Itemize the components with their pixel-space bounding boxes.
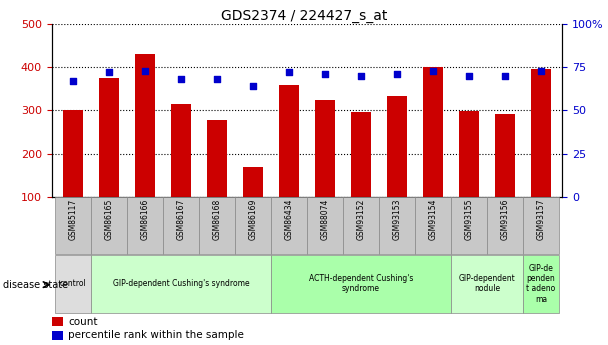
Bar [495, 114, 515, 197]
Bar [55, 197, 91, 254]
Bar [52, 317, 63, 326]
Text: GSM86169: GSM86169 [249, 198, 258, 240]
Bar [459, 111, 478, 197]
Bar [379, 197, 415, 254]
Bar [271, 197, 307, 254]
Point [320, 71, 330, 77]
Text: GSM86165: GSM86165 [105, 198, 114, 240]
Bar [523, 197, 559, 254]
Point [356, 73, 366, 79]
Bar [451, 255, 523, 313]
Bar [243, 167, 263, 197]
Text: GSM86166: GSM86166 [140, 198, 150, 240]
Text: GSM93157: GSM93157 [536, 198, 545, 240]
Point [248, 83, 258, 89]
Bar [207, 120, 227, 197]
Bar [235, 197, 271, 254]
Bar [315, 100, 335, 197]
Bar [171, 104, 191, 197]
Bar [55, 255, 91, 313]
Text: GSM93153: GSM93153 [392, 198, 401, 240]
Bar [423, 67, 443, 197]
Text: disease state: disease state [3, 280, 68, 289]
Point [536, 68, 546, 73]
Bar [307, 197, 343, 254]
Bar [91, 197, 127, 254]
Bar [199, 197, 235, 254]
Bar [387, 96, 407, 197]
Text: GSM88074: GSM88074 [320, 198, 330, 240]
Point [176, 77, 186, 82]
Bar [63, 110, 83, 197]
Point [105, 70, 114, 75]
Text: GDS2374 / 224427_s_at: GDS2374 / 224427_s_at [221, 9, 387, 23]
Text: ACTH-dependent Cushing's
syndrome: ACTH-dependent Cushing's syndrome [309, 274, 413, 294]
Bar [271, 255, 451, 313]
Bar [487, 197, 523, 254]
Bar [523, 255, 559, 313]
Bar [136, 55, 155, 197]
Bar [343, 197, 379, 254]
Text: count: count [68, 317, 97, 327]
Text: GSM93155: GSM93155 [465, 198, 474, 240]
Bar [127, 197, 163, 254]
Point [500, 73, 510, 79]
Text: GSM86434: GSM86434 [285, 198, 294, 240]
Text: GSM85117: GSM85117 [69, 198, 78, 240]
Bar [99, 78, 119, 197]
Point [140, 68, 150, 73]
Point [428, 68, 438, 73]
Text: GSM86168: GSM86168 [213, 198, 222, 240]
Text: GSM93156: GSM93156 [500, 198, 510, 240]
Point [392, 71, 402, 77]
Bar [415, 197, 451, 254]
Bar [351, 112, 371, 197]
Bar [531, 69, 551, 197]
Text: GIP-de
penden
t adeno
ma: GIP-de penden t adeno ma [526, 264, 556, 304]
Bar [163, 197, 199, 254]
Point [464, 73, 474, 79]
Point [284, 70, 294, 75]
Text: GSM86167: GSM86167 [177, 198, 185, 240]
Bar [91, 255, 271, 313]
Text: GSM93152: GSM93152 [356, 198, 365, 240]
Point [68, 78, 78, 84]
Text: control: control [60, 279, 86, 288]
Bar [52, 331, 63, 340]
Text: GIP-dependent Cushing's syndrome: GIP-dependent Cushing's syndrome [113, 279, 249, 288]
Text: GSM93154: GSM93154 [429, 198, 437, 240]
Bar [451, 197, 487, 254]
Text: percentile rank within the sample: percentile rank within the sample [68, 331, 244, 341]
Bar [279, 86, 299, 197]
Text: GIP-dependent
nodule: GIP-dependent nodule [458, 274, 515, 294]
Point [212, 77, 222, 82]
